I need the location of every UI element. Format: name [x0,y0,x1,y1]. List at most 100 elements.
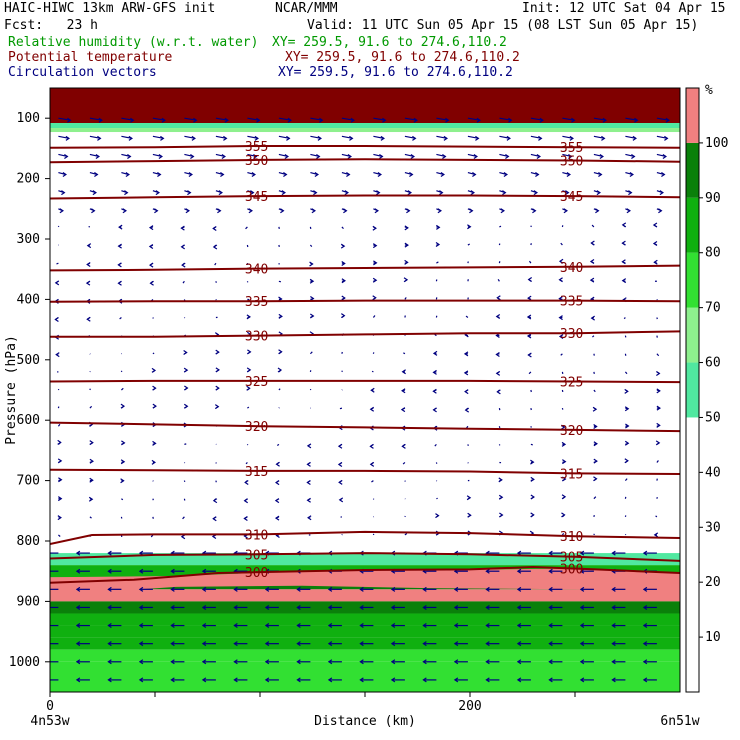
title-left: HAIC-HIWC 13km ARW-GFS init [4,1,216,16]
wind-vector-head [432,388,437,394]
wind-vector-head [642,550,648,556]
wind-vector-head [562,476,567,482]
wind-vector-head [233,659,238,665]
wind-vector-head [201,659,207,665]
wind-vector-head [548,550,553,556]
wind-vector-head [579,677,585,683]
wind-vector [623,317,626,320]
wind-vector-head [183,350,188,356]
wind-vector-head [306,461,311,467]
wind-vector-head [187,190,192,196]
wind-vector [278,388,281,391]
wind-vector-head [621,278,627,284]
wind-vector [341,226,344,230]
wind-vector [434,333,437,337]
wind-vector-head [530,476,535,482]
wind-vector-head [158,153,163,159]
wind-vector [404,117,417,121]
wind-vector [121,135,133,139]
wind-vector-head [344,190,349,196]
y-tick-label: 100 [17,111,40,126]
wind-vector-head [359,604,364,610]
wind-vector-head [503,172,508,178]
wind-vector [278,280,282,283]
wind-vector-head [624,388,629,394]
theta-line [50,194,680,200]
wind-vector-head [152,385,157,391]
wind-vector-head [296,641,301,647]
wind-vector-head [61,190,66,196]
wind-vector [152,352,155,355]
wind-vector-head [64,153,69,159]
wind-vector-head [221,153,226,159]
wind-vector-head [406,208,411,214]
theta-line [50,421,680,433]
wind-vector-head [558,315,563,321]
wind-vector [341,135,353,139]
wind-vector [247,135,259,139]
wind-vector-head [327,641,333,647]
wind-vector-head [107,641,112,647]
wind-vector-head [561,441,567,447]
theta-line [50,264,680,272]
wind-vector-head [601,135,606,141]
wind-vector [436,261,439,264]
wind-vector-head [224,117,229,123]
wind-vector-head [107,677,112,683]
wind-vector-head [307,515,312,521]
wind-vector-head [404,259,409,265]
wind-vector-head [516,604,522,610]
wind-vector-head [212,516,217,522]
wind-vector-head [310,296,315,302]
wind-vector-head [535,172,540,178]
wind-vector-head [343,208,348,214]
wind-vector-head [467,512,472,518]
wind-vector-head [598,172,603,178]
wind-vector-head [91,208,96,214]
wind-vector-head [284,153,289,159]
wind-vector-head [611,659,616,665]
wind-vector-head [558,277,563,283]
wind-vector-head [611,623,616,629]
wind-vector-head [296,677,301,683]
wind-vector [403,352,406,355]
wind-vector-head [341,278,346,284]
wind-vector-head [180,534,186,540]
wind-vector-head [422,641,427,647]
wind-vector [499,117,512,121]
wind-vector [278,135,290,139]
y-tick-label: 200 [17,172,40,187]
wind-vector-head [75,604,81,610]
wind-vector-head [120,478,125,484]
theta-label: 345 [245,190,268,205]
wind-vector-head [124,190,129,196]
wind-vector [152,117,165,121]
wind-vector-head [533,190,538,196]
wind-vector-head [611,550,616,556]
wind-vector-head [530,459,535,465]
wind-vector-head [626,208,631,214]
wind-vector-head [215,385,220,391]
theta-label: 335 [560,295,583,310]
wind-vector [530,135,542,139]
wind-vector-head [233,677,238,683]
wind-vector-head [185,208,190,214]
wind-vector-head [275,461,280,467]
wind-vector-head [212,244,218,250]
wind-vector-head [75,550,81,556]
wind-vector [310,135,322,139]
wind-vector-head [516,677,522,683]
wind-vector-head [148,225,154,231]
field-rh-xy: XY= 259.5, 91.6 to 274.6,110.2 [272,35,507,50]
wind-vector-head [349,135,354,141]
wind-vector [371,370,374,373]
wind-vector [434,443,437,447]
wind-vector-head [337,461,343,467]
wind-vector [591,224,595,228]
upper-moist-layer [50,123,680,129]
colorbar-segment [686,307,699,363]
wind-vector [560,242,563,246]
wind-vector-head [662,153,667,159]
theta-label: 305 [245,548,268,563]
